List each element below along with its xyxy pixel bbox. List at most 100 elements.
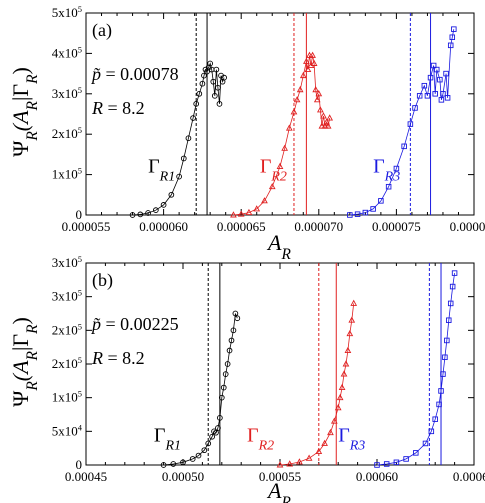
data-point	[327, 428, 334, 436]
series-R1: ΓR1	[154, 263, 241, 468]
x-tick-label: 0.00045	[65, 469, 107, 484]
data-point	[268, 182, 276, 190]
data-point	[261, 197, 268, 204]
data-point	[324, 122, 332, 129]
series-line	[132, 62, 225, 216]
r-annotation: R = 8.2	[91, 98, 145, 118]
data-point	[326, 114, 334, 121]
data-point	[303, 57, 310, 64]
data-point	[176, 173, 182, 180]
data-point	[281, 144, 289, 151]
data-point	[416, 93, 423, 99]
data-point	[286, 460, 294, 467]
x-tick-label: 0.000055	[62, 219, 111, 234]
series-line	[279, 303, 355, 466]
series-R1: ΓR1	[129, 13, 227, 218]
data-point	[190, 115, 196, 121]
data-point	[334, 404, 342, 411]
data-point	[253, 205, 261, 212]
data-point	[160, 462, 167, 468]
panel-b: 0.00045 0.00050 0.00055 0.00060 0.00065 0 5x10…	[8, 254, 485, 503]
data-point	[293, 96, 301, 103]
data-point	[168, 191, 175, 198]
data-point	[338, 383, 346, 391]
series-label: ΓR2	[260, 156, 287, 185]
r-annotation: R = 8.2	[91, 348, 145, 368]
data-point	[451, 270, 458, 276]
data-point	[299, 71, 307, 79]
data-point	[290, 108, 298, 115]
data-point	[137, 211, 144, 218]
data-point	[218, 394, 225, 401]
data-point	[370, 206, 376, 212]
data-point	[449, 34, 456, 40]
data-point	[313, 96, 321, 103]
y-tick-label: 3x105	[52, 85, 82, 101]
data-point	[378, 198, 384, 204]
y-tick-label: 0	[76, 207, 83, 222]
data-point	[446, 317, 452, 323]
data-point	[442, 354, 448, 361]
y-axis-title: ΨR(AR|ΓR)	[8, 317, 41, 407]
data-point	[323, 118, 330, 125]
data-point	[449, 283, 456, 290]
series-label: ΓR3	[373, 156, 400, 185]
data-point	[185, 135, 192, 142]
data-point	[193, 101, 200, 107]
data-point	[336, 393, 344, 401]
data-point	[407, 121, 414, 127]
panel-label: (a)	[92, 20, 112, 41]
data-point	[216, 101, 223, 107]
x-tick-label: 0.00065	[453, 469, 485, 484]
data-point	[152, 207, 159, 214]
data-point	[427, 74, 434, 81]
series-R3: ΓR3	[347, 13, 457, 218]
data-point	[201, 72, 207, 79]
data-point	[346, 329, 354, 337]
data-point	[436, 401, 442, 408]
y-tick-label: 2x105	[52, 125, 82, 141]
data-point	[340, 370, 348, 377]
panel-label: (b)	[92, 270, 113, 291]
data-point	[222, 371, 229, 377]
y-tick-label: 4x105	[52, 44, 82, 60]
data-point	[437, 76, 443, 83]
data-point	[354, 211, 361, 217]
plot-frame	[85, 12, 475, 216]
data-point	[347, 212, 353, 218]
data-point	[403, 456, 409, 462]
panel-a: 0.000055 0.000060 0.000065 0.000070 0.000075…	[8, 4, 485, 263]
data-point	[180, 155, 187, 162]
data-point	[401, 143, 407, 150]
series-line	[349, 29, 455, 216]
data-point	[213, 429, 219, 436]
data-point	[220, 384, 227, 391]
data-point	[321, 439, 328, 446]
data-point	[285, 124, 293, 131]
data-point	[434, 66, 440, 73]
data-point	[424, 93, 431, 99]
data-point	[393, 459, 400, 466]
data-point	[309, 51, 316, 58]
data-point	[430, 62, 437, 69]
y-tick-label: 3x105	[52, 254, 82, 270]
series-label: ΓR1	[154, 424, 181, 453]
data-point	[304, 65, 312, 73]
series-R2: ΓR2	[230, 13, 334, 218]
data-point	[312, 86, 320, 93]
x-axis-title: AR	[266, 478, 291, 503]
data-point	[209, 433, 215, 440]
data-point	[447, 42, 454, 49]
data-point	[315, 90, 323, 97]
data-point	[305, 454, 313, 461]
data-point	[276, 162, 284, 169]
data-point	[385, 183, 392, 190]
data-point	[444, 95, 451, 101]
data-point	[211, 92, 218, 99]
data-point	[170, 461, 177, 467]
data-point	[344, 346, 352, 353]
x-tick-label: 0.00050	[162, 469, 204, 484]
y-tick-label: 2x105	[52, 321, 82, 337]
x-axis-title: AR	[266, 230, 291, 263]
data-point	[432, 91, 438, 97]
